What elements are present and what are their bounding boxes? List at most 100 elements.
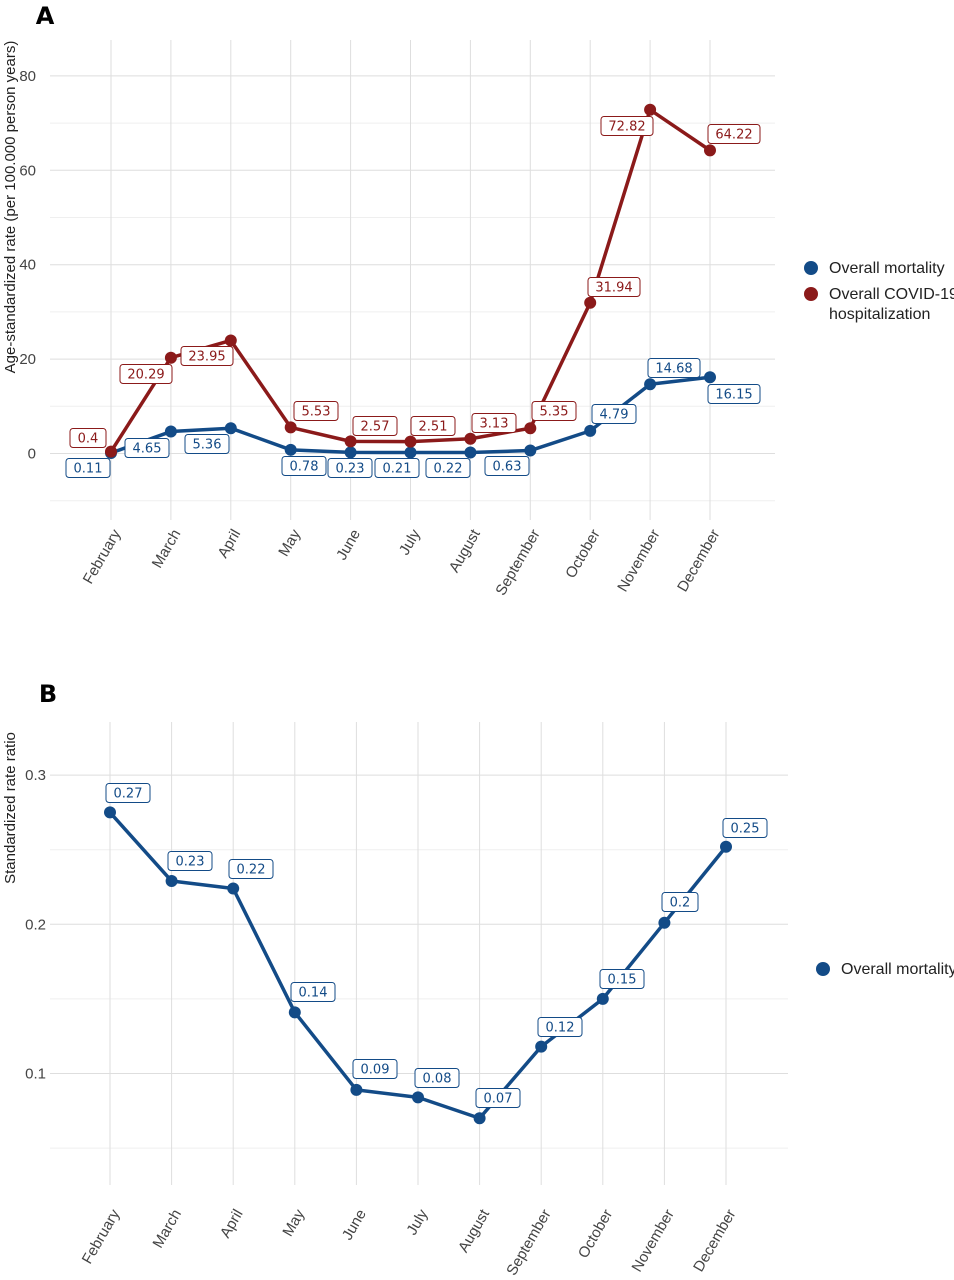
data-labels-0: 0.27 0.23 0.22 0.14 0.09 0.08 0.07 0.12 0.15 0.2 0… [105,783,768,1108]
y-tick-label: 40 [19,257,36,274]
data-label: 5.35 [540,405,569,420]
panel-b: B 0.1 0.2 0.3 Standardized rate ratio Februar… [2,680,954,1279]
data-label: 5.36 [193,438,222,453]
data-point [644,378,657,391]
data-label-box [327,458,373,478]
data-point [164,425,177,438]
x-tick-label: November [614,527,663,595]
data-label: 0.23 [176,855,205,870]
x-tick-label: May [279,1206,308,1239]
data-point [344,446,357,459]
data-label: 0.14 [299,986,328,1001]
data-label-box [600,116,654,136]
data-label: 0.11 [74,462,103,477]
data-point [404,435,417,448]
legend-marker [804,261,818,275]
data-label-box [352,416,398,436]
x-tick-label: July [396,526,424,558]
y-tick-label: 0.3 [25,767,46,784]
x-tick-label: June [333,527,364,564]
y-tick-label: 80 [19,68,36,85]
data-point [720,840,732,853]
data-label: 0.21 [383,462,412,477]
data-label-box [484,456,530,476]
data-point [412,1091,424,1104]
data-label-box [587,277,641,297]
data-point [535,1040,548,1053]
data-label: 5.53 [302,405,331,420]
data-label-box [167,851,213,871]
x-tick-label: December [674,527,723,595]
y-tick-label: 0.2 [25,916,46,933]
x-tick-label: December [690,1207,739,1275]
data-point [704,371,716,384]
data-label: 0.27 [114,787,143,802]
data-label-box [707,384,761,404]
data-label-box [124,438,170,458]
legend-marker [804,287,818,301]
data-labels-1: 0.4 20.29 23.95 5.53 2.57 2.51 3.13 5.35 31.94 72… [69,116,761,448]
data-point [164,351,177,364]
y-tick-label: 60 [19,162,36,179]
data-label: 0.07 [484,1092,513,1107]
data-label: 31.94 [595,281,632,296]
data-point [473,1112,486,1125]
data-point [704,144,716,157]
data-label: 20.29 [127,368,164,383]
x-tick-label: October [575,1206,616,1261]
data-point [165,875,178,888]
data-point [596,992,609,1005]
data-point [658,916,671,929]
data-label-box [599,969,645,989]
y-tick-label: 0 [28,446,36,463]
data-label: 0.08 [423,1072,452,1087]
data-label-box [647,358,701,378]
data-label: 14.68 [655,362,692,377]
data-label-box [471,413,517,433]
legend-label: Overall mortality [841,961,954,978]
data-label-box [65,458,111,478]
data-label-box [105,783,151,803]
data-label-box [537,1017,583,1037]
data-label: 16.15 [715,388,752,403]
data-label-box [119,364,173,384]
data-label-box [410,416,456,436]
data-label-box [374,458,420,478]
data-label: 3.13 [480,417,509,432]
data-label: 0.4 [78,432,99,447]
data-label-box [531,401,577,421]
data-label-box [180,346,234,366]
x-tick-label: April [215,527,245,561]
x-tick-label: November [629,1207,678,1275]
data-point [104,806,116,819]
data-point [284,443,297,456]
data-label-box [228,859,274,879]
x-tick-label: September [492,526,543,598]
data-label: 4.79 [600,408,629,423]
data-point [464,432,477,445]
data-point [644,103,657,116]
x-tick-label: August [446,526,484,576]
data-label-box [661,892,699,912]
legend: Overall mortality [816,961,954,978]
data-label-box [707,124,761,144]
data-label: 0.2 [670,896,691,911]
data-label-box [425,458,471,478]
x-tick-label: March [149,527,185,572]
data-label: 0.78 [290,460,319,475]
data-label: 72.82 [608,120,645,135]
data-point [350,1083,363,1096]
data-label: 0.23 [336,462,365,477]
x-tick-label: August [455,1206,493,1256]
data-point [464,446,477,459]
data-label: 0.15 [608,973,637,988]
y-axis-label: Age-standardized rate (per 100.000 perso… [2,41,19,374]
data-label: 2.57 [361,420,390,435]
data-point [404,446,417,459]
data-point [344,435,357,448]
y-tick-label: 20 [19,351,36,368]
legend: Overall mortality Overall COVID-19 hospita… [804,260,954,323]
legend-label: Overall COVID-19 [829,286,954,303]
data-label-box [591,404,637,424]
